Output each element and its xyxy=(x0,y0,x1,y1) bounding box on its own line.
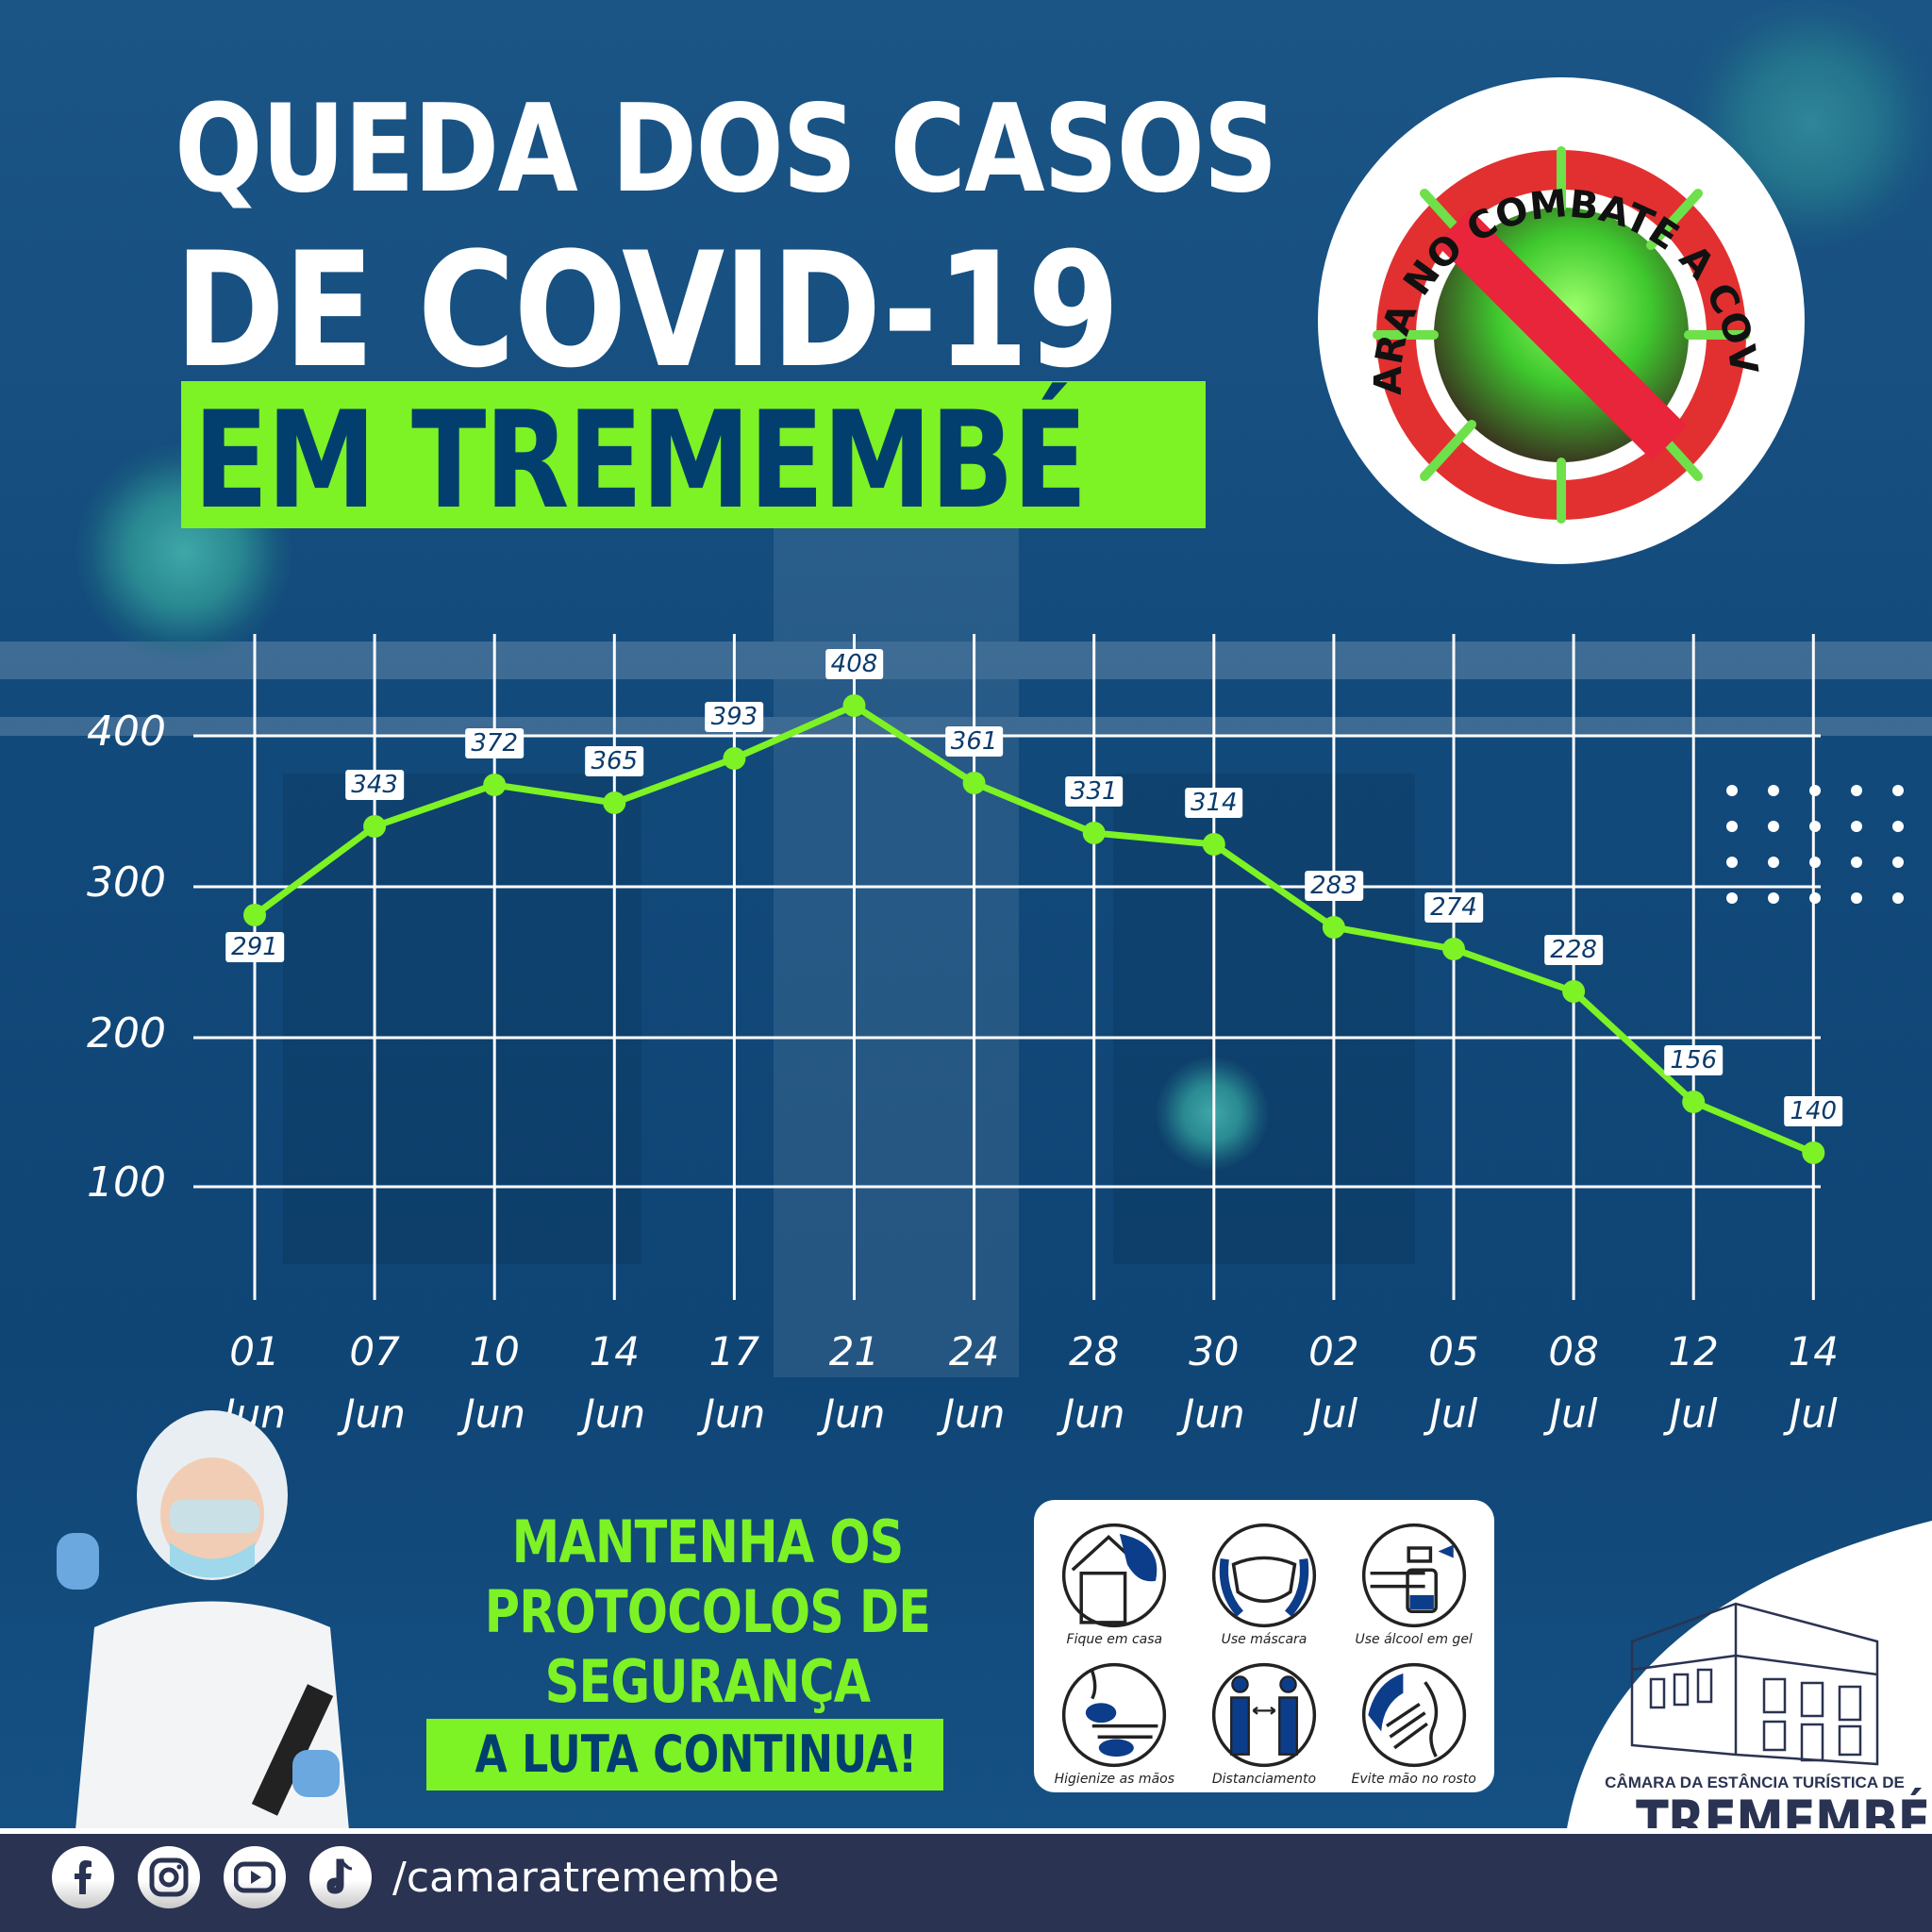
face-mask-icon xyxy=(1211,1523,1317,1628)
x-axis-tick-label: 05 Jul xyxy=(1428,1328,1479,1437)
x-axis-tick-label: 01 Jun xyxy=(224,1328,286,1437)
data-point xyxy=(1802,1141,1825,1164)
data-point xyxy=(842,694,866,717)
slogan-line-3: SEGURANÇA xyxy=(544,1647,872,1716)
dot-pattern-decoration xyxy=(1726,785,1932,904)
x-axis-tick-label: 24 Jun xyxy=(942,1328,1006,1437)
data-point xyxy=(1322,916,1345,939)
x-axis-tick-label: 10 Jun xyxy=(463,1328,525,1437)
data-point xyxy=(1202,833,1225,856)
protocol-item: Use máscara xyxy=(1190,1507,1340,1647)
data-point-label: 156 xyxy=(1664,1045,1724,1075)
slogan-banner-text: A LUTA CONTINUA! xyxy=(475,1724,918,1784)
protocol-item: Evite mão no rosto xyxy=(1339,1647,1489,1787)
protocol-label: Use álcool em gel xyxy=(1355,1632,1473,1647)
safety-protocols-panel: Fique em casa Use máscara Use álcool em … xyxy=(1034,1500,1494,1792)
x-axis-tick-label: 28 Jun xyxy=(1062,1328,1125,1437)
protocol-item: Distanciamento xyxy=(1190,1647,1340,1787)
data-point xyxy=(1682,1091,1706,1113)
data-point xyxy=(483,774,507,796)
x-axis-tick-label: 14 Jul xyxy=(1788,1328,1840,1437)
sanitizer-spray-icon xyxy=(1361,1523,1466,1628)
data-point-label: 393 xyxy=(705,702,764,732)
protocol-label: Use máscara xyxy=(1221,1632,1307,1647)
data-point xyxy=(1442,938,1465,960)
chamber-building-logo-icon xyxy=(1630,1602,1879,1766)
protocol-label: Higienize as mãos xyxy=(1054,1772,1175,1787)
protocol-label: Evite mão no rosto xyxy=(1351,1772,1476,1787)
title-line-3: EM TREMEMBÉ xyxy=(193,383,1088,539)
social-distance-icon xyxy=(1211,1662,1317,1768)
data-point-label: 361 xyxy=(944,726,1004,757)
building-background-image xyxy=(0,528,1932,1377)
y-axis-tick-label: 400 xyxy=(87,708,166,756)
y-axis-tick-label: 200 xyxy=(87,1009,166,1058)
facebook-icon[interactable] xyxy=(52,1846,114,1908)
data-point-label: 408 xyxy=(824,649,884,679)
data-point xyxy=(603,791,626,814)
slogan-banner: A LUTA CONTINUA! xyxy=(426,1719,943,1790)
title-line-2: DE COVID-19 xyxy=(175,218,1120,403)
protocol-item: Use álcool em gel xyxy=(1339,1507,1489,1647)
protocol-item: Higienize as mãos xyxy=(1040,1647,1190,1787)
house-icon xyxy=(1062,1523,1167,1628)
data-point xyxy=(1562,980,1586,1003)
x-axis-tick-label: 07 Jun xyxy=(343,1328,406,1437)
x-axis-tick-label: 30 Jun xyxy=(1182,1328,1245,1437)
no-virus-icon: CÂMARA NO COMBATE A COVID-19 xyxy=(1311,71,1805,564)
x-axis-tick-label: 17 Jun xyxy=(703,1328,766,1437)
social-handle[interactable]: /camaratremembe xyxy=(392,1854,780,1902)
protocol-label: Distanciamento xyxy=(1211,1772,1317,1787)
x-axis-tick-label: 21 Jun xyxy=(823,1328,886,1437)
data-point-label: 274 xyxy=(1424,892,1483,923)
footer-bar xyxy=(0,1834,1932,1932)
x-axis-tick-label: 12 Jul xyxy=(1668,1328,1719,1437)
x-axis-tick-label: 14 Jun xyxy=(583,1328,646,1437)
cases-line xyxy=(252,702,1815,1157)
data-point-label: 331 xyxy=(1064,776,1124,807)
data-point-label: 365 xyxy=(585,746,644,776)
youtube-icon[interactable] xyxy=(224,1846,286,1908)
data-point xyxy=(1082,822,1106,844)
data-point xyxy=(723,747,746,770)
data-point xyxy=(243,904,266,926)
virus-decoration-chart xyxy=(1156,1057,1269,1170)
data-point-label: 291 xyxy=(225,932,284,962)
y-axis-tick-label: 100 xyxy=(87,1158,166,1207)
protocol-item: Fique em casa xyxy=(1040,1507,1190,1647)
data-point-label: 343 xyxy=(345,770,404,800)
y-axis-tick-label: 300 xyxy=(87,858,166,907)
data-point-label: 314 xyxy=(1184,788,1243,818)
x-axis-tick-label: 02 Jul xyxy=(1308,1328,1359,1437)
slogan-line-2: PROTOCOLOS DE xyxy=(484,1577,931,1646)
data-point-label: 372 xyxy=(465,728,525,758)
protocol-label: Fique em casa xyxy=(1066,1632,1163,1647)
data-point-label: 283 xyxy=(1305,871,1363,901)
instagram-icon[interactable] xyxy=(138,1846,200,1908)
hand-face-icon xyxy=(1361,1662,1466,1768)
x-axis-tick-label: 08 Jul xyxy=(1548,1328,1599,1437)
hand-wash-icon xyxy=(1062,1662,1167,1768)
data-point-label: 140 xyxy=(1784,1096,1843,1126)
title-highlight-band xyxy=(181,381,1206,528)
title-line-1: QUEDA DOS CASOS xyxy=(175,79,1278,220)
slogan-text: MANTENHA OS PROTOCOLOS DE SEGURANÇA xyxy=(415,1507,1000,1717)
logo-subtitle: CÂMARA DA ESTÂNCIA TURÍSTICA DE xyxy=(1605,1774,1905,1791)
footer-divider xyxy=(0,1828,1932,1834)
data-point-label: 228 xyxy=(1544,935,1603,965)
data-point xyxy=(363,815,387,838)
health-worker-image xyxy=(57,1410,349,1830)
slogan-line-1: MANTENHA OS xyxy=(511,1507,905,1576)
data-point xyxy=(962,772,986,794)
tiktok-icon[interactable] xyxy=(309,1846,372,1908)
